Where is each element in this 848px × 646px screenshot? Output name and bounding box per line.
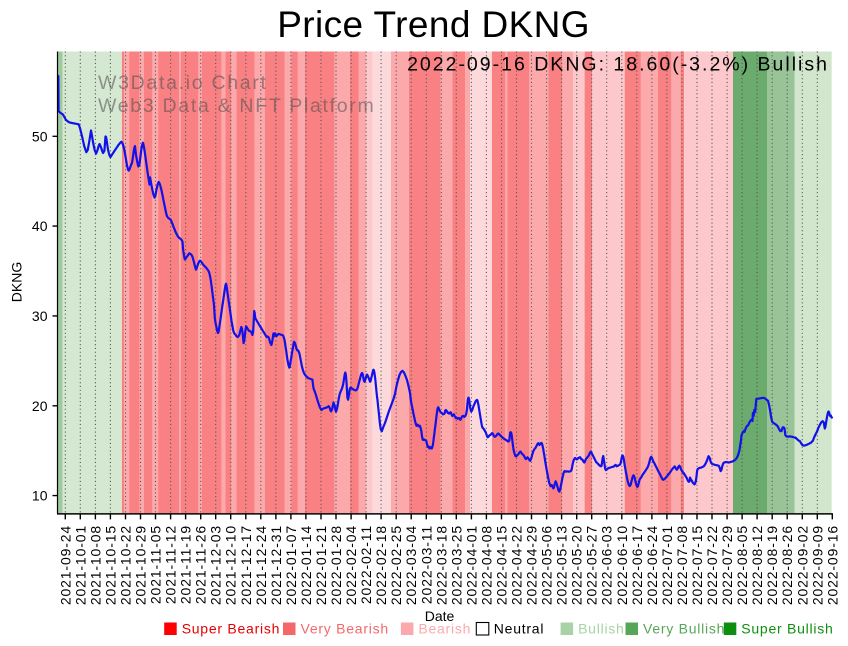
svg-text:2022-03-18: 2022-03-18	[433, 525, 449, 605]
svg-text:2022-03-04: 2022-03-04	[403, 525, 419, 605]
svg-text:2022-01-14: 2022-01-14	[298, 525, 314, 605]
svg-text:2022-02-11: 2022-02-11	[358, 525, 374, 604]
svg-text:Date: Date	[425, 608, 455, 624]
svg-text:2022-05-13: 2022-05-13	[554, 525, 570, 605]
svg-text:2021-11-05: 2021-11-05	[148, 525, 164, 604]
svg-text:Web3 Data & NFT Platform: Web3 Data & NFT Platform	[98, 95, 375, 117]
svg-text:2022-08-26: 2022-08-26	[779, 525, 795, 605]
svg-text:2021-12-31: 2021-12-31	[268, 525, 284, 605]
svg-text:2021-12-17: 2021-12-17	[238, 525, 254, 605]
svg-text:2022-09-16: 2022-09-16	[824, 525, 840, 605]
svg-text:2022-06-17: 2022-06-17	[629, 525, 645, 605]
svg-text:2022-02-25: 2022-02-25	[388, 525, 404, 605]
svg-text:Very Bullish: Very Bullish	[643, 621, 725, 637]
svg-text:2021-11-19: 2021-11-19	[178, 525, 194, 604]
svg-text:2022-08-05: 2022-08-05	[734, 525, 750, 605]
svg-text:2022-04-01: 2022-04-01	[463, 525, 479, 605]
svg-text:2022-01-21: 2022-01-21	[313, 525, 329, 605]
svg-text:Neutral: Neutral	[494, 621, 544, 637]
svg-text:2022-05-20: 2022-05-20	[569, 525, 585, 605]
svg-text:2022-04-15: 2022-04-15	[494, 525, 510, 605]
svg-text:2022-06-10: 2022-06-10	[614, 525, 630, 605]
svg-text:2021-11-12: 2021-11-12	[163, 525, 179, 604]
svg-text:40: 40	[32, 218, 48, 234]
svg-text:2022-07-22: 2022-07-22	[704, 525, 720, 605]
svg-text:2022-07-08: 2022-07-08	[674, 525, 690, 605]
svg-text:2021-09-24: 2021-09-24	[57, 525, 73, 605]
svg-text:W3Data.io Chart: W3Data.io Chart	[98, 72, 268, 94]
svg-text:2021-10-08: 2021-10-08	[87, 525, 103, 605]
svg-text:2022-08-12: 2022-08-12	[749, 525, 765, 605]
svg-text:2021-10-15: 2021-10-15	[102, 525, 118, 605]
svg-text:Very Bearish: Very Bearish	[301, 621, 389, 637]
svg-text:2022-04-29: 2022-04-29	[524, 525, 540, 605]
svg-text:Super Bullish: Super Bullish	[741, 621, 833, 637]
svg-text:10: 10	[32, 488, 48, 504]
svg-text:2022-08-19: 2022-08-19	[764, 525, 780, 605]
svg-text:2022-06-24: 2022-06-24	[644, 525, 660, 605]
svg-text:2022-01-07: 2022-01-07	[283, 525, 299, 605]
svg-text:Bullish: Bullish	[578, 621, 625, 637]
svg-text:2021-10-22: 2021-10-22	[118, 525, 134, 605]
svg-text:2022-09-09: 2022-09-09	[809, 525, 825, 605]
svg-text:2022-04-22: 2022-04-22	[509, 525, 525, 605]
svg-text:2022-03-11: 2022-03-11	[418, 525, 434, 604]
svg-text:2021-10-01: 2021-10-01	[72, 525, 88, 605]
svg-text:2022-06-03: 2022-06-03	[599, 525, 615, 605]
svg-text:Price Trend DKNG: Price Trend DKNG	[277, 4, 590, 45]
svg-text:2022-09-02: 2022-09-02	[794, 525, 810, 605]
svg-text:2021-11-26: 2021-11-26	[193, 525, 209, 604]
svg-text:Super Bearish: Super Bearish	[182, 621, 280, 637]
svg-text:2022-05-06: 2022-05-06	[539, 525, 555, 605]
svg-text:Bearish: Bearish	[418, 621, 471, 637]
svg-text:2022-07-01: 2022-07-01	[659, 525, 675, 605]
svg-text:20: 20	[32, 398, 48, 414]
svg-text:2022-07-15: 2022-07-15	[689, 525, 705, 605]
svg-text:2022-04-08: 2022-04-08	[478, 525, 494, 605]
svg-text:2022-09-16 DKNG: 18.60(-3.2%): 2022-09-16 DKNG: 18.60(-3.2%) Bullish	[407, 54, 829, 76]
svg-text:2022-05-27: 2022-05-27	[584, 525, 600, 605]
svg-text:DKNG: DKNG	[9, 262, 25, 302]
svg-text:30: 30	[32, 308, 48, 324]
svg-text:2022-02-18: 2022-02-18	[373, 525, 389, 605]
svg-text:2022-01-28: 2022-01-28	[328, 525, 344, 605]
svg-text:2022-07-29: 2022-07-29	[719, 525, 735, 605]
svg-text:2021-12-03: 2021-12-03	[208, 525, 224, 605]
svg-text:2021-10-29: 2021-10-29	[133, 525, 149, 605]
svg-text:2022-02-04: 2022-02-04	[343, 525, 359, 605]
svg-text:50: 50	[32, 128, 48, 144]
svg-text:2021-12-10: 2021-12-10	[223, 525, 239, 605]
svg-text:2022-03-25: 2022-03-25	[448, 525, 464, 605]
svg-text:2021-12-24: 2021-12-24	[253, 525, 269, 605]
